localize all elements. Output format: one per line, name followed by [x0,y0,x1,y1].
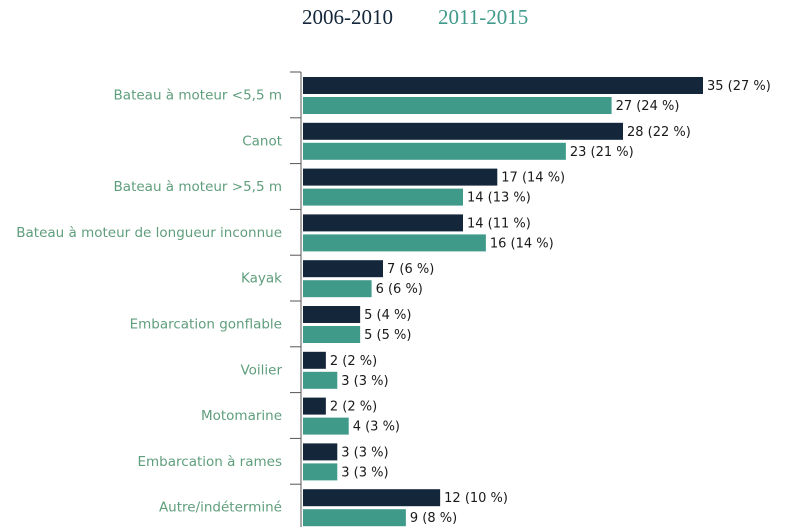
value-label: 3 (3 %) [341,465,388,480]
value-label: 27 (24 %) [616,99,680,114]
category-label: Bateau à moteur <5,5 m [114,88,282,104]
legend-label: 2006-2010 [302,5,393,29]
category-label: Motomarine [201,408,282,424]
category-label: Autre/indéterminé [159,500,282,516]
bar [303,509,406,527]
category-label: Canot [242,133,282,149]
bar [303,463,338,481]
legend-label: 2011-2015 [438,5,528,29]
category-label: Bateau à moteur >5,5 m [114,179,282,195]
bar [303,417,349,435]
bar [303,371,338,389]
category-label: Embarcation gonflable [130,317,282,333]
value-label: 5 (4 %) [364,308,411,323]
value-label: 12 (10 %) [444,491,508,506]
value-label: 35 (27 %) [707,79,771,94]
category-label: Embarcation à rames [138,454,283,470]
bar [303,351,326,369]
bar [303,142,566,160]
bar [303,168,498,186]
bar [303,214,463,232]
value-label: 3 (3 %) [341,445,388,460]
bar [303,188,463,206]
value-label: 5 (5 %) [364,328,411,343]
value-label: 6 (6 %) [376,282,423,297]
value-label: 7 (6 %) [387,262,434,277]
bar [303,260,383,278]
category-label: Kayak [241,271,282,287]
bar [303,97,612,114]
category-label: Voilier [240,362,282,378]
value-label: 2 (2 %) [330,400,377,415]
bar [303,306,361,323]
bar [303,443,338,461]
value-label: 17 (14 %) [501,171,565,186]
value-label: 3 (3 %) [341,374,388,389]
value-label: 16 (14 %) [490,236,554,251]
bar [303,280,372,298]
value-label: 23 (21 %) [570,145,634,160]
value-label: 14 (11 %) [467,216,531,231]
value-label: 4 (3 %) [353,420,400,435]
value-label: 9 (8 %) [410,511,457,526]
bar [303,326,361,343]
bar [303,234,486,252]
bar [303,489,441,507]
value-label: 2 (2 %) [330,354,377,369]
bar [303,397,326,415]
category-label: Bateau à moteur de longueur inconnue [16,225,282,241]
value-label: 28 (22 %) [627,125,691,140]
bar [303,77,703,94]
bar [303,122,623,140]
value-label: 14 (13 %) [467,191,531,206]
